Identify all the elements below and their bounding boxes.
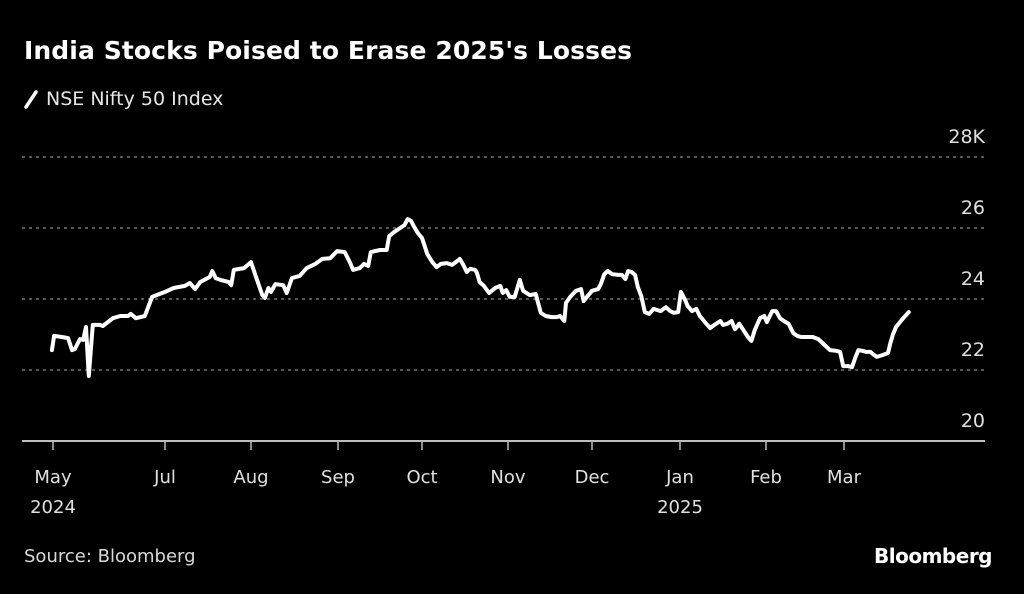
- gridlines: [22, 156, 985, 371]
- x-tick-label: Aug: [233, 467, 268, 488]
- x-axis: May 2024 Jul Aug Sep Oct Nov Dec Jan 2025 Feb Mar: [22, 440, 985, 518]
- x-tick-label: Nov: [490, 467, 525, 488]
- x-tick-label: Sep: [321, 467, 355, 488]
- x-tick-year-label: 2025: [657, 497, 703, 518]
- bloomberg-logo: Bloomberg: [874, 544, 992, 568]
- y-tick-label: 20: [961, 410, 985, 432]
- chart-title: India Stocks Poised to Erase 2025's Loss…: [24, 36, 633, 65]
- series-layer: [49, 217, 911, 378]
- series-line-nifty-50: [49, 217, 911, 378]
- x-tick-label: Feb: [750, 467, 782, 488]
- y-tick-label: 28K: [948, 126, 985, 148]
- x-tick-label: Mar: [827, 467, 862, 488]
- legend-label: NSE Nifty 50 Index: [46, 88, 224, 110]
- x-tick-label: May: [34, 467, 72, 488]
- x-tick-year-label: 2024: [30, 497, 76, 518]
- source-note: Source: Bloomberg: [24, 546, 196, 567]
- y-tick-label: 26: [961, 197, 985, 219]
- x-tick-label: Jan: [665, 467, 694, 488]
- x-tick-label: Dec: [575, 467, 610, 488]
- legend-line-swatch-icon: [24, 90, 38, 109]
- legend: NSE Nifty 50 Index: [24, 88, 223, 110]
- x-tick-label: Jul: [153, 467, 176, 488]
- x-tick-label: Oct: [406, 467, 437, 488]
- y-tick-label: 24: [961, 268, 985, 290]
- y-tick-label: 22: [961, 339, 985, 361]
- y-axis: 20 22 24 26 28K: [948, 126, 985, 432]
